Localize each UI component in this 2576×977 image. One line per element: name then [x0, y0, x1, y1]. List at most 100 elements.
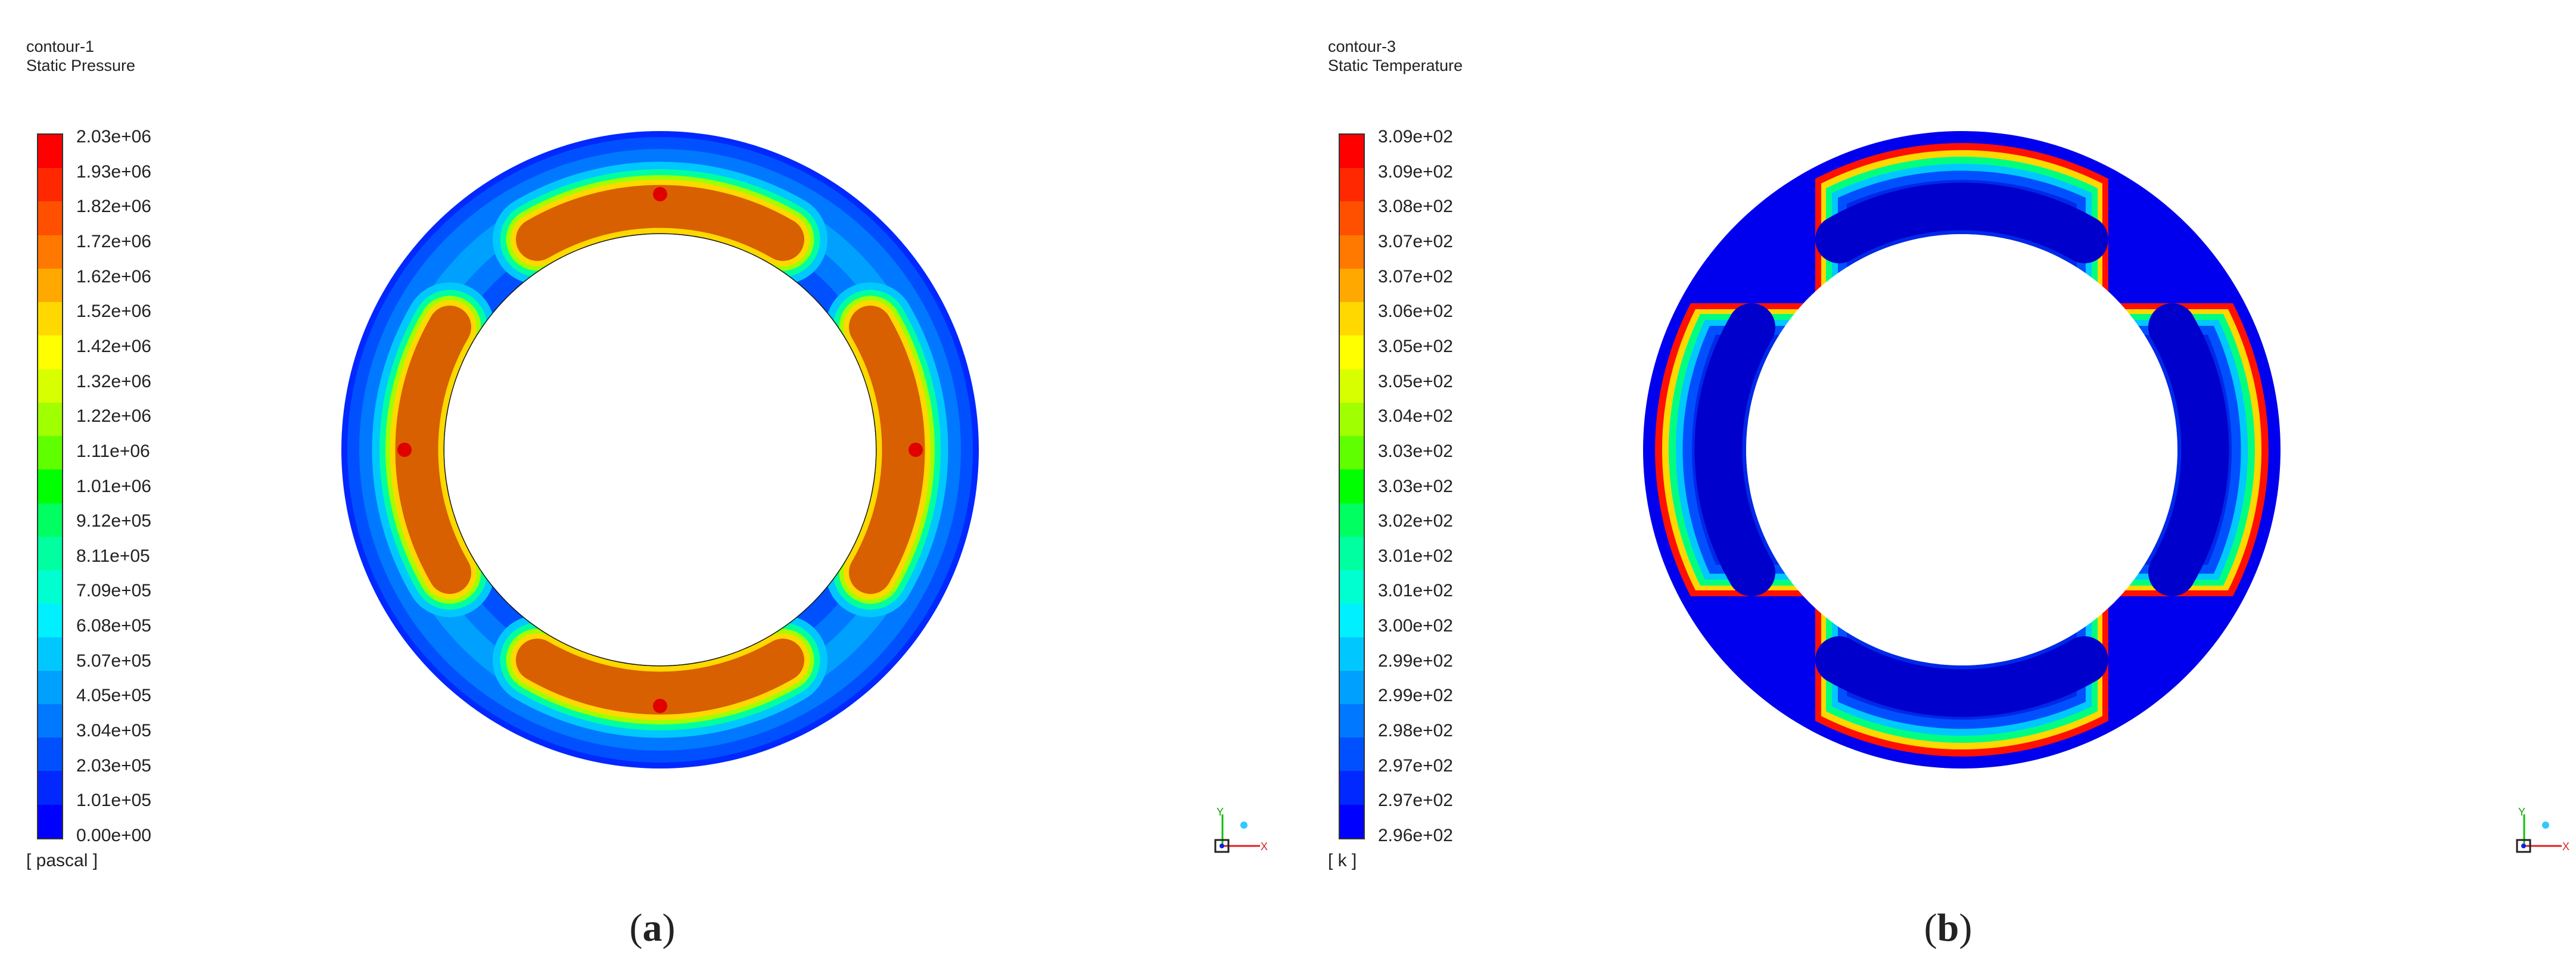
colorbar-segment: [1340, 235, 1364, 269]
colorbar-tick-label: 1.52e+06: [76, 301, 151, 322]
colorbar-tick-label: 2.99e+02: [1378, 686, 1453, 706]
pressure-field: [338, 128, 982, 771]
colorbar-segment: [38, 637, 62, 671]
colorbar-tick-label: 1.42e+06: [76, 336, 151, 356]
axis-y-label: Y: [2518, 807, 2525, 818]
colorbar-tick-label: 2.03e+05: [76, 755, 151, 776]
colorbar: [37, 133, 63, 839]
colorbar-tick-label: 3.01e+02: [1378, 581, 1453, 601]
colorbar-segment: [38, 704, 62, 738]
colorbar-tick-label: 9.12e+05: [76, 511, 151, 531]
panel-title: contour-1 Static Pressure: [26, 37, 135, 75]
colorbar-tick-label: 5.07e+05: [76, 651, 151, 671]
colorbar-segment: [38, 168, 62, 202]
variable-name: Static Temperature: [1328, 57, 1463, 74]
colorbar-tick-label: 2.96e+02: [1378, 826, 1453, 845]
colorbar-segment: [1340, 771, 1364, 805]
colorbar-segment: [38, 771, 62, 805]
colorbar-tick-label: 3.05e+02: [1378, 336, 1453, 356]
colorbar-tick-label: 1.01e+05: [76, 791, 151, 811]
colorbar-segment: [1340, 503, 1364, 537]
units-label: [ pascal ]: [26, 851, 98, 870]
units-label: [ k ]: [1328, 851, 1357, 870]
colorbar-segment: [1340, 302, 1364, 336]
colorbar-tick-label: 1.62e+06: [76, 266, 151, 287]
colorbar-segment: [38, 570, 62, 604]
colorbar-tick-label: 1.11e+06: [76, 441, 150, 461]
colorbar-segment: [38, 670, 62, 704]
caption-letter: b: [1937, 906, 1959, 950]
inlet-point: [653, 699, 667, 713]
pressure-contour-panel: contour-1 Static Pressure 2.03e+06 1.93e+…: [26, 37, 1268, 950]
colorbar-segment: [1340, 268, 1364, 303]
colorbar-tick-label: 3.08e+02: [1378, 197, 1453, 217]
colorbar-segment: [1340, 168, 1364, 202]
colorbar-segment: [1340, 637, 1364, 671]
colorbar-tick-label: 1.01e+06: [76, 476, 151, 496]
axis-x-label: X: [2562, 841, 2569, 852]
colorbar-segment: [1340, 570, 1364, 604]
contour-name: contour-1: [26, 38, 95, 55]
colorbar-tick-label: 2.99e+02: [1378, 651, 1453, 671]
colorbar-segment: [1340, 804, 1364, 838]
colorbar-segment: [1340, 536, 1364, 571]
colorbar-tick-label: 1.32e+06: [76, 371, 151, 391]
colorbar-tick-label: 2.03e+06: [76, 127, 151, 147]
colorbar-segment: [38, 469, 62, 503]
colorbar-tick-label: 2.98e+02: [1378, 721, 1453, 741]
colorbar-tick-label: 3.04e+02: [1378, 406, 1453, 427]
colorbar-tick-label: 1.72e+06: [76, 231, 151, 251]
colorbar-segment: [38, 536, 62, 571]
colorbar-segment: [1340, 135, 1364, 169]
colorbar-segment: [38, 135, 62, 169]
colorbar-segment: [38, 603, 62, 637]
colorbar-segment: [38, 804, 62, 838]
colorbar-segment: [38, 436, 62, 470]
colorbar-tick-label: 1.82e+06: [76, 197, 151, 217]
colorbar-tick-label: 8.11e+05: [76, 546, 150, 566]
colorbar-tick-label: 0.00e+00: [76, 826, 151, 845]
colorbar-segment: [1340, 738, 1364, 771]
axis-y-label: Y: [1217, 807, 1224, 818]
colorbar-tick-label: 3.04e+05: [76, 721, 151, 741]
colorbar-tick-label: 3.01e+02: [1378, 546, 1453, 566]
axis-triad-icon: Y X: [1214, 807, 1268, 853]
inlet-point: [653, 187, 667, 201]
colorbar-tick-label: 3.09e+02: [1378, 161, 1453, 182]
colorbar-tick-label: 3.00e+02: [1378, 616, 1453, 636]
colorbar-segment: [1340, 603, 1364, 637]
inlet-point: [397, 443, 412, 457]
axis-triad-icon: Y X: [2516, 807, 2569, 853]
colorbar-segment: [1340, 369, 1364, 403]
temperature-field: [1302, 128, 2576, 977]
colorbar-segment: [38, 402, 62, 437]
colorbar-segment: [38, 503, 62, 537]
axis-x-label: X: [1261, 841, 1268, 852]
colorbar-tick-label: 3.05e+02: [1378, 371, 1453, 391]
colorbar-tick-label: 3.06e+02: [1378, 301, 1453, 322]
colorbar-tick-label: 7.09e+05: [76, 581, 151, 601]
colorbar-segment: [1340, 335, 1364, 369]
colorbar-tick-label: 6.08e+05: [76, 616, 151, 636]
colorbar-tick-label: 4.05e+05: [76, 686, 151, 706]
colorbar-tick-label: 3.02e+02: [1378, 511, 1453, 531]
panel-title: contour-3 Static Temperature: [1328, 37, 1463, 75]
inlet-point: [909, 443, 923, 457]
colorbar-tick-label: 1.93e+06: [76, 161, 151, 182]
colorbar-tick-label: 3.09e+02: [1378, 127, 1453, 147]
figure-caption: (a): [629, 906, 676, 950]
colorbar-segment: [1340, 469, 1364, 503]
colorbar-segment: [38, 235, 62, 269]
colorbar-segment: [38, 201, 62, 235]
figure-caption: (b): [1924, 906, 1973, 950]
colorbar-tick-label: 3.07e+02: [1378, 231, 1453, 251]
colorbar-tick-label: 1.22e+06: [76, 406, 151, 427]
colorbar-tick-label: 3.07e+02: [1378, 266, 1453, 287]
colorbar-segment: [38, 369, 62, 403]
colorbar-segment: [1340, 201, 1364, 235]
contour-name: contour-3: [1328, 38, 1396, 55]
colorbar-segment: [1340, 670, 1364, 704]
colorbar-segment: [1340, 704, 1364, 738]
temperature-contour-panel: contour-3 Static Temperature 3.09e+02 3.0…: [1302, 0, 2576, 977]
colorbar-segment: [38, 738, 62, 771]
